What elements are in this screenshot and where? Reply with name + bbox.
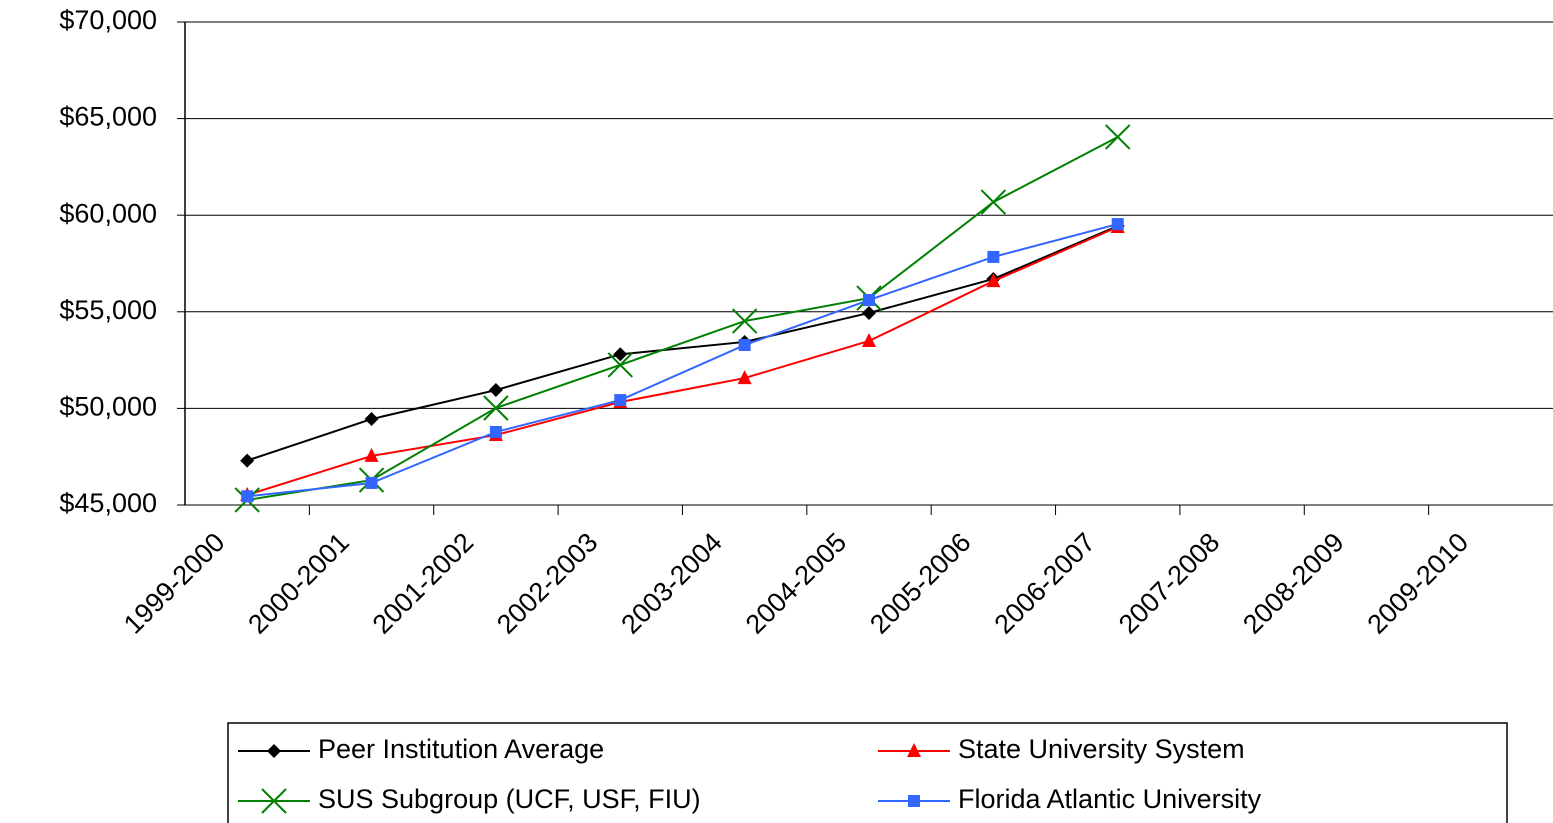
legend-label: State University System — [958, 734, 1245, 764]
marker — [908, 795, 920, 807]
y-tick-label: $45,000 — [59, 488, 157, 518]
marker — [1105, 124, 1131, 150]
marker — [737, 370, 752, 385]
marker — [364, 447, 379, 462]
y-tick-label: $60,000 — [59, 198, 157, 228]
x-tick-label: 1999-2000 — [118, 527, 231, 640]
marker — [241, 490, 254, 503]
legend-label: SUS Subgroup (UCF, USF, FIU) — [318, 784, 701, 814]
marker — [987, 250, 1000, 263]
marker — [364, 412, 379, 427]
x-tick-label: 2002-2003 — [491, 527, 604, 640]
y-tick-label: $70,000 — [59, 5, 157, 35]
x-tick-label: 2008-2009 — [1237, 527, 1350, 640]
marker — [907, 743, 921, 757]
x-tick-label: 2003-2004 — [615, 527, 728, 640]
marker — [738, 339, 751, 352]
x-tick-label: 2004-2005 — [740, 527, 853, 640]
marker — [483, 395, 509, 421]
legend-label: Peer Institution Average — [318, 734, 604, 764]
marker — [261, 788, 287, 814]
x-tick-label: 2009-2010 — [1362, 527, 1475, 640]
marker — [862, 332, 876, 347]
y-tick-label: $50,000 — [59, 392, 157, 422]
marker — [614, 394, 627, 407]
x-tick-label: 2007-2008 — [1113, 527, 1226, 640]
marker — [240, 453, 255, 468]
series-line — [246, 225, 1119, 462]
legend-label: Florida Atlantic University — [958, 784, 1262, 814]
series-line — [246, 226, 1119, 496]
series-line — [247, 136, 1119, 501]
x-tick-label: 2005-2006 — [864, 527, 977, 640]
x-tick-label: 2001-2002 — [367, 527, 480, 640]
marker — [607, 352, 633, 378]
series-line — [247, 223, 1118, 498]
marker — [365, 476, 378, 489]
marker — [731, 308, 758, 334]
marker — [488, 383, 503, 398]
marker — [863, 294, 875, 307]
x-tick-label: 2006-2007 — [988, 527, 1101, 640]
marker — [1111, 218, 1124, 231]
legend-box — [227, 722, 1508, 823]
marker — [862, 305, 876, 320]
marker — [980, 189, 1007, 215]
marker — [986, 273, 1001, 288]
y-tick-label: $55,000 — [59, 295, 157, 325]
x-tick-label: 2000-2001 — [242, 527, 355, 640]
marker — [489, 425, 502, 438]
marker — [267, 744, 281, 758]
y-tick-label: $65,000 — [59, 102, 157, 132]
marker — [613, 347, 628, 362]
